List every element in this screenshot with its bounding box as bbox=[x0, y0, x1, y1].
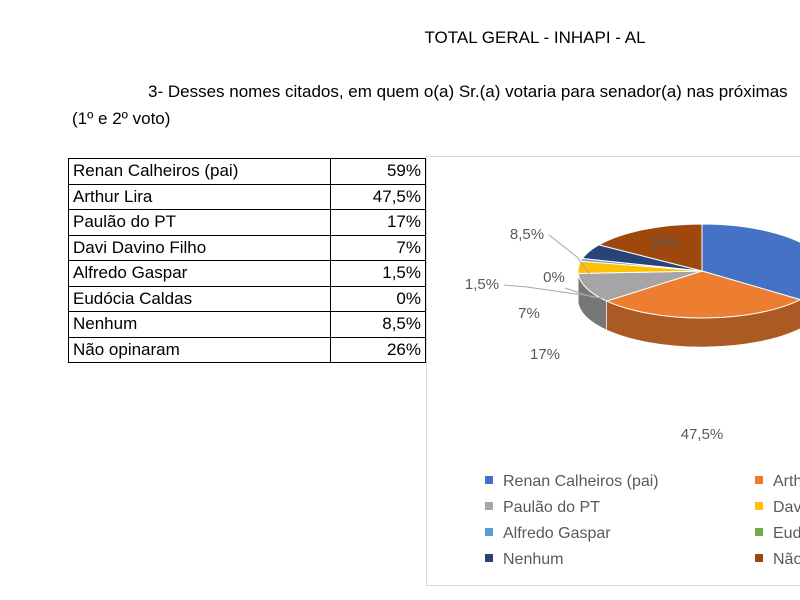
candidate-name-cell: Não opinaram bbox=[68, 336, 331, 363]
candidate-name-cell: Arthur Lira bbox=[68, 183, 331, 210]
data-label-5: 1,5% bbox=[465, 276, 499, 293]
candidate-percent-cell: 1,5% bbox=[330, 260, 426, 287]
legend-swatch bbox=[485, 527, 493, 536]
candidate-percent-cell: 8,5% bbox=[330, 311, 426, 338]
candidate-name-cell: Nenhum bbox=[68, 311, 331, 338]
table-row: Arthur Lira 47,5% bbox=[68, 183, 426, 210]
question-subtext: (1º e 2º voto) bbox=[72, 109, 171, 128]
candidate-name-cell: Eudócia Caldas bbox=[68, 285, 331, 312]
candidate-percent-cell: 0% bbox=[330, 285, 426, 312]
legend-entry: Eud bbox=[755, 525, 800, 543]
legend-label: Alfredo Gaspar bbox=[503, 525, 611, 542]
pie-chart-svg: 47,5% 17% 7% 1,5% 0% 8,5% 26% bbox=[465, 223, 800, 443]
pie-slice-2 bbox=[605, 270, 800, 319]
candidate-name-cell: Renan Calheiros (pai) bbox=[68, 158, 331, 185]
data-label-2: 47,5% bbox=[681, 426, 724, 443]
legend-entry: Renan Calheiros (pai) bbox=[485, 473, 659, 491]
table-row: Davi Davino Filho 7% bbox=[68, 234, 426, 261]
candidate-percent-cell: 17% bbox=[330, 209, 426, 236]
candidate-percent-cell: 26% bbox=[330, 336, 426, 363]
candidate-name-cell: Paulão do PT bbox=[68, 209, 331, 236]
data-label-3: 17% bbox=[530, 346, 560, 363]
table-row: Alfredo Gaspar 1,5% bbox=[68, 260, 426, 287]
document-title: TOTAL GERAL - INHAPI - AL bbox=[424, 28, 646, 47]
candidate-percent-cell: 47,5% bbox=[330, 183, 426, 210]
legend-entry: Nenhum bbox=[485, 551, 563, 569]
data-label-leader-7 bbox=[548, 234, 603, 293]
legend-label: Dav bbox=[773, 499, 800, 516]
data-label-leader-5 bbox=[503, 284, 598, 298]
legend-entry: Dav bbox=[755, 499, 800, 517]
candidate-percent-cell: 7% bbox=[330, 234, 426, 261]
table-row: Paulão do PT 17% bbox=[68, 209, 426, 236]
candidate-name-cell: Alfredo Gaspar bbox=[68, 260, 331, 287]
candidate-percent-cell: 59% bbox=[330, 158, 426, 185]
legend-label: Arthur bbox=[773, 473, 800, 490]
legend-swatch bbox=[755, 501, 763, 510]
table-row: Renan Calheiros (pai) 59% bbox=[68, 158, 426, 185]
results-table: Renan Calheiros (pai) 59% Arthur Lira 47,5%… bbox=[68, 158, 426, 363]
table-row: Eudócia Caldas 0% bbox=[68, 285, 426, 312]
pie-slice-8 bbox=[597, 223, 703, 272]
data-label-4: 7% bbox=[518, 305, 540, 322]
legend-entry: Arthur bbox=[755, 473, 800, 491]
data-label-7: 8,5% bbox=[510, 226, 544, 243]
legend-swatch bbox=[755, 553, 763, 562]
pie-chart: 47,5% 17% 7% 1,5% 0% 8,5% 26% Renan Calheiros … bbox=[426, 156, 800, 586]
legend-swatch bbox=[485, 553, 493, 562]
data-label-leader-6 bbox=[564, 287, 603, 299]
legend-label: Paulão do PT bbox=[503, 499, 600, 516]
legend-swatch bbox=[755, 527, 763, 536]
legend-entry: Alfredo Gaspar bbox=[485, 525, 611, 543]
results-table-body: Renan Calheiros (pai) 59% Arthur Lira 47,5%… bbox=[68, 158, 426, 363]
legend-label: Renan Calheiros (pai) bbox=[503, 473, 659, 490]
table-row: Não opinaram 26% bbox=[68, 336, 426, 363]
legend-label: Nenhum bbox=[503, 551, 564, 568]
pie-slice-1 bbox=[701, 223, 800, 301]
table-row: Nenhum 8,5% bbox=[68, 311, 426, 338]
candidate-name-cell: Davi Davino Filho bbox=[68, 234, 331, 261]
pie-top-group bbox=[577, 223, 800, 319]
pie-slice-3 bbox=[577, 270, 703, 302]
data-label-8: 26% bbox=[650, 234, 680, 251]
legend-entry: Não bbox=[755, 551, 800, 569]
question-text: 3- Desses nomes citados, em quem o(a) Sr… bbox=[148, 82, 788, 101]
data-label-6: 0% bbox=[543, 269, 565, 286]
legend-entry: Paulão do PT bbox=[485, 499, 600, 517]
legend-swatch bbox=[485, 501, 493, 510]
legend-label: Eud bbox=[773, 525, 800, 542]
legend-swatch bbox=[755, 475, 763, 484]
legend-swatch bbox=[485, 475, 493, 484]
legend-label: Não bbox=[773, 551, 800, 568]
